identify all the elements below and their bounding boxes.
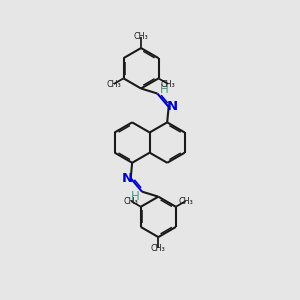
Text: CH₃: CH₃ [124,196,139,206]
Text: CH₃: CH₃ [178,196,193,206]
Text: H: H [160,82,168,96]
Text: CH₃: CH₃ [134,32,148,41]
Text: CH₃: CH₃ [161,80,176,88]
Text: CH₃: CH₃ [151,244,166,253]
Text: H: H [131,190,140,202]
Text: N: N [122,172,133,185]
Text: N: N [167,100,178,113]
Text: CH₃: CH₃ [106,80,121,88]
